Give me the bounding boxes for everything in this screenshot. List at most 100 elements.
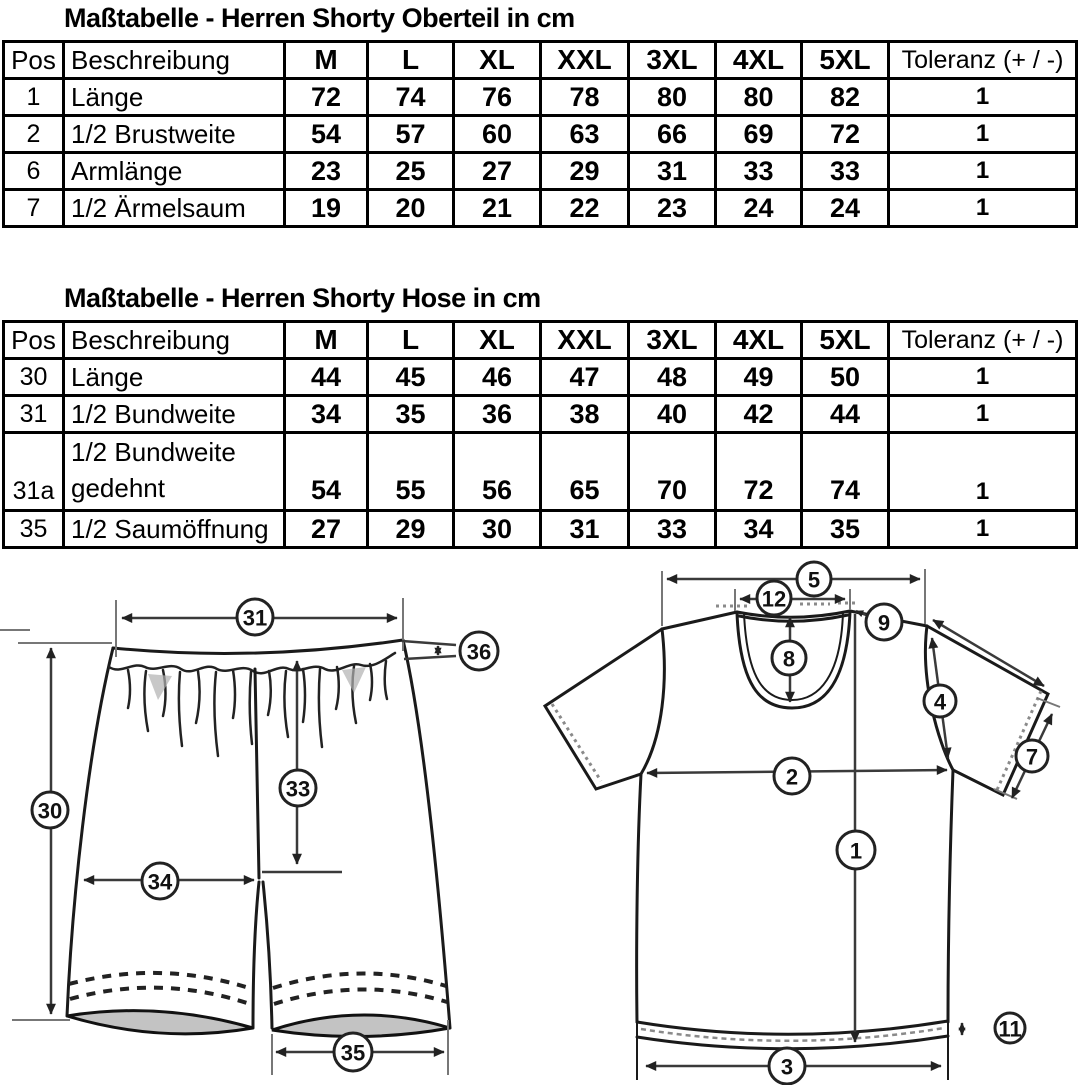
callout-2: 2 [772, 756, 812, 796]
callout-label: 3 [781, 1055, 793, 1080]
value-cell: 57 [366, 114, 455, 154]
value-cell: 44 [283, 357, 369, 397]
callout-3: 3 [767, 1046, 807, 1085]
value-cell: 45 [366, 357, 455, 397]
value-cell: 49 [714, 357, 803, 397]
tolerance-cell: 1 [887, 188, 1078, 228]
shorts-diagram: 31 36 30 [0, 597, 500, 1075]
tshirt-neck-scoop-outer [735, 610, 852, 710]
tshirt-diagram: 5 12 9 [542, 560, 1061, 1085]
value-cell: 23 [283, 151, 369, 191]
callout-label: 8 [783, 647, 795, 672]
value-cell: 31 [627, 151, 717, 191]
pos-cell: 6 [2, 151, 65, 191]
tshirt-left-armhole [639, 627, 666, 776]
tshirt-dim-11: 11 [958, 1011, 1027, 1045]
callout-35: 35 [332, 1031, 374, 1073]
value-cell: 23 [627, 188, 717, 228]
value-cell: 65 [539, 431, 630, 512]
value-cell: 29 [366, 509, 455, 549]
table-title-oberteil: Maßtabelle - Herren Shorty Oberteil in c… [64, 3, 575, 33]
value-cell: 29 [539, 151, 630, 191]
tshirt-dim-9: 9 [855, 602, 904, 642]
shorts-shade-left [148, 674, 172, 700]
value-cell: 40 [627, 394, 717, 434]
value-cell: 20 [366, 188, 455, 228]
column-header: Beschreibung [62, 320, 286, 360]
value-cell: 74 [366, 77, 455, 117]
value-cell: 80 [714, 77, 803, 117]
tolerance-cell: 1 [887, 151, 1078, 191]
callout-5: 5 [795, 560, 833, 598]
pos-cell: 35 [2, 509, 65, 549]
callout-36: 36 [458, 630, 500, 672]
callout-circle [140, 861, 180, 901]
shorts-inner-leg-left [251, 880, 261, 1030]
callout-label: 4 [934, 690, 947, 715]
callout-circle [835, 829, 877, 871]
tolerance-cell: 1 [887, 114, 1078, 154]
callout-circle [30, 790, 70, 830]
tshirt-dim-5: 5 [661, 560, 926, 626]
callout-8: 8 [770, 639, 808, 677]
value-cell: 63 [539, 114, 630, 154]
callout-label: 2 [786, 765, 798, 790]
callout-circle [767, 1046, 807, 1085]
callout-label: 7 [1026, 745, 1038, 770]
callout-label: 36 [467, 640, 491, 665]
value-cell: 42 [714, 394, 803, 434]
callout-circle [458, 630, 500, 672]
callout-circle [235, 597, 275, 637]
description-cell: Länge [62, 77, 286, 117]
shorts-left-hem-stitching [68, 970, 251, 1006]
description-cell: 1/2 Brustweite [62, 114, 286, 154]
callout-label: 9 [878, 611, 890, 636]
description-cell: Länge [62, 357, 286, 397]
value-cell: 80 [627, 77, 717, 117]
callout-label: 1 [850, 839, 862, 864]
column-header: XXL [539, 320, 630, 360]
value-cell: 78 [539, 77, 630, 117]
value-cell: 38 [539, 394, 630, 434]
callout-9: 9 [864, 602, 904, 642]
shorts-dim-35: 35 [271, 1020, 449, 1075]
value-cell: 66 [627, 114, 717, 154]
description-cell: 1/2 Bundweite [62, 394, 286, 434]
shorts-left-seam [65, 646, 115, 1018]
garment-measurement-diagrams: 3 1 36 30 [0, 560, 1061, 1085]
pos-cell: 7 [2, 188, 65, 228]
value-cell: 33 [800, 151, 890, 191]
callout-12: 12 [755, 579, 793, 617]
callout-label: 12 [762, 587, 786, 612]
value-cell: 72 [800, 114, 890, 154]
column-header: M [283, 40, 369, 80]
callout-1: 1 [835, 829, 877, 871]
column-header: 4XL [714, 40, 803, 80]
description-cell: 1/2 Saumöffnung [62, 509, 286, 549]
value-cell: 47 [539, 357, 630, 397]
callout-7: 7 [1014, 738, 1050, 774]
description-cell: 1/2 Ärmelsaum [62, 188, 286, 228]
value-cell: 54 [283, 431, 369, 512]
shorts-front-crease [253, 667, 261, 880]
shorts-elastic-wave [107, 651, 397, 675]
pos-cell: 31a [2, 431, 65, 512]
value-cell: 70 [627, 431, 717, 512]
shorts-dim-33: 33 [262, 660, 342, 874]
tshirt-left-cuff-hatch [550, 703, 603, 782]
callout-circle [922, 683, 958, 719]
value-cell: 74 [800, 431, 890, 512]
shorts-inner-leg-right [261, 880, 274, 1030]
tshirt-dim-12: 12 [734, 579, 851, 617]
shorts-dim-30: 30 [0, 629, 112, 1021]
callout-circle [332, 1031, 374, 1073]
tshirt-dim-1: 1 [835, 614, 877, 1043]
value-cell: 33 [714, 151, 803, 191]
size-table-oberteil: Pos Beschreibung M L XL XXL 3XL 4XL 5XL Toleranz … [2, 40, 1078, 228]
table-row: 35 1/2 Saumöffnung 27 29 30 31 33 34 35 1 [2, 509, 1078, 549]
table-title-hose: Maßtabelle - Herren Shorty Hose in cm [64, 283, 541, 313]
tolerance-cell: 1 [887, 509, 1078, 549]
column-header: L [366, 40, 455, 80]
value-cell: 27 [452, 151, 542, 191]
pos-cell: 31 [2, 394, 65, 434]
